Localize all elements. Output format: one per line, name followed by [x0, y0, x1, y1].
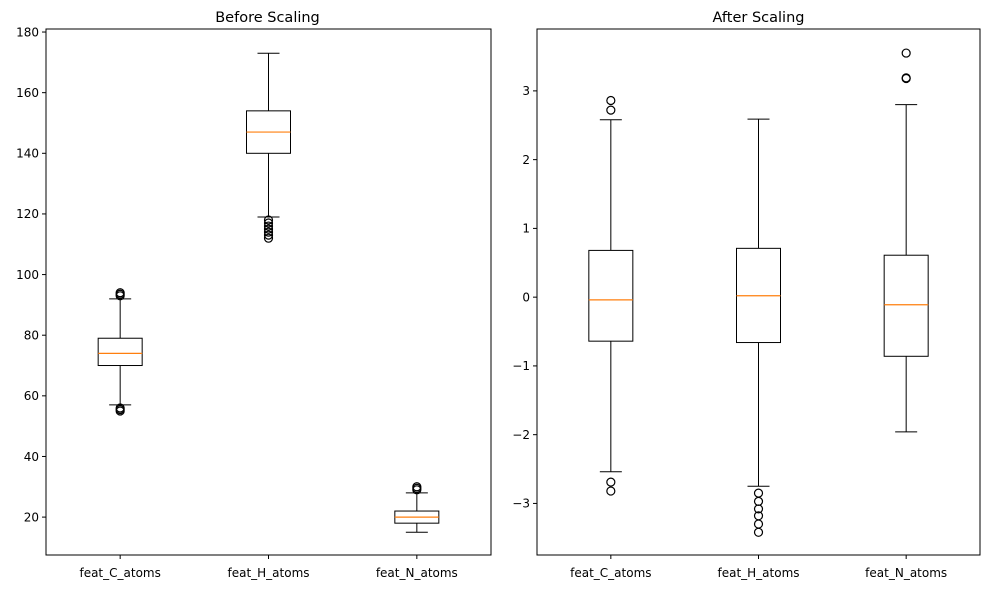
- y-tick-label: 80: [24, 329, 39, 343]
- x-tick-label: feat_C_atoms: [79, 566, 160, 580]
- y-tick-label: 40: [24, 450, 39, 464]
- y-tick-label: 2: [522, 153, 530, 167]
- before-scaling-panel: Before Scaling 20 40 60 80 100 120 140 160 180 f…: [16, 10, 492, 580]
- iqr-box: [97, 337, 143, 367]
- outlier-point: [263, 227, 274, 237]
- iqr-box: [883, 254, 929, 357]
- chart-title: Before Scaling: [215, 10, 320, 26]
- y-tick-label: 100: [16, 268, 39, 282]
- outlier-point: [412, 482, 422, 492]
- y-tick-label: 20: [24, 510, 39, 524]
- outlier-point: [263, 221, 274, 231]
- outlier-point: [115, 403, 125, 413]
- x-tick-label: feat_N_atoms: [865, 566, 947, 580]
- boxes: [97, 52, 440, 533]
- box-feat_H_atoms: [736, 118, 781, 537]
- outlier-point: [606, 95, 616, 106]
- y-tick-label: −1: [512, 359, 530, 373]
- y-tick-label: 160: [16, 86, 39, 100]
- x-tick-label: feat_C_atoms: [570, 566, 651, 580]
- outlier-point: [606, 486, 616, 496]
- y-tick-label: −3: [512, 497, 530, 511]
- x-tick-label: feat_N_atoms: [376, 566, 458, 580]
- outlier-point: [901, 73, 911, 83]
- y-tick-label: −2: [512, 428, 530, 442]
- outlier-point: [753, 504, 764, 514]
- y-axis: 20 40 60 80 100 120 140 160 180: [16, 25, 46, 524]
- outlier-point: [263, 233, 274, 243]
- y-tick-label: 1: [522, 222, 530, 236]
- box-feat_N_atoms: [883, 48, 929, 433]
- x-axis: feat_C_atoms feat_H_atoms feat_N_atoms: [79, 555, 458, 580]
- y-tick-label: 3: [522, 84, 530, 98]
- outlier-point: [263, 215, 274, 225]
- outlier-point: [606, 477, 616, 487]
- y-axis: −3 −2 −1 0 1 2 3: [512, 84, 537, 511]
- box-feat_N_atoms: [394, 482, 440, 533]
- y-tick-label: 140: [16, 147, 39, 161]
- y-tick-label: 120: [16, 207, 39, 221]
- outlier-point: [263, 224, 274, 234]
- box-feat_C_atoms: [97, 288, 143, 416]
- x-tick-label: feat_H_atoms: [227, 566, 309, 580]
- boxes: [588, 48, 929, 537]
- box-feat_H_atoms: [246, 52, 291, 243]
- x-axis: feat_C_atoms feat_H_atoms feat_N_atoms: [570, 555, 947, 580]
- chart-title: After Scaling: [713, 10, 805, 26]
- iqr-box: [588, 249, 634, 342]
- outlier-point: [263, 218, 274, 228]
- outlier-point: [901, 48, 911, 58]
- y-tick-label: 60: [24, 389, 39, 403]
- outlier-point: [753, 527, 764, 537]
- x-tick-label: feat_H_atoms: [717, 566, 799, 580]
- outlier-point: [606, 105, 616, 115]
- outlier-point: [263, 230, 274, 240]
- outlier-point: [115, 288, 125, 298]
- box-feat_C_atoms: [588, 95, 634, 496]
- y-tick-label: 180: [16, 25, 39, 39]
- y-tick-label: 0: [522, 290, 530, 304]
